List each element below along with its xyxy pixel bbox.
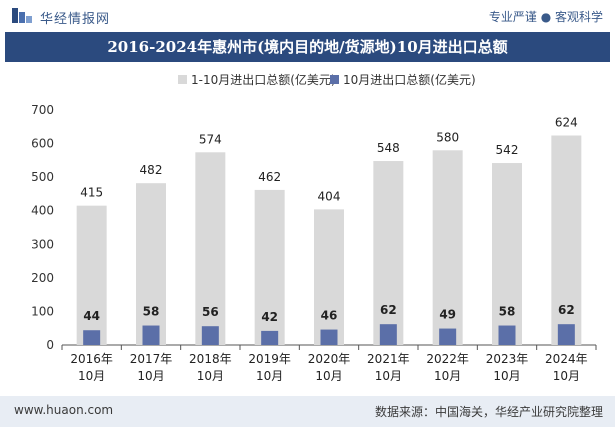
bar-total [76,205,107,345]
bar-total [136,183,166,345]
bar-october [439,328,457,345]
bar-october [557,324,575,345]
x-tick-label: 2020年 [308,352,351,366]
y-tick-label: 400 [31,204,54,218]
bar-total [373,161,404,345]
bar-total [254,189,285,345]
x-tick-label: 10月 [493,369,520,383]
data-label-october: 49 [439,308,456,322]
bar-total [492,163,522,345]
data-label-october: 58 [143,305,160,319]
data-label-total: 415 [80,186,103,200]
bar-october [261,330,279,345]
footer-source: 数据来源：中国海关，华经产业研究院整理 [374,405,603,419]
data-label-total: 624 [555,116,578,130]
x-tick-label: 2021年 [367,352,410,366]
data-label-october: 42 [261,310,278,324]
y-tick-label: 300 [31,237,54,251]
y-tick-label: 600 [31,137,54,151]
x-tick-label: 10月 [434,369,461,383]
bar-october [83,330,101,345]
legend-label: 1-10月进出口总额(亿美元) [191,72,336,87]
x-tick-label: 2023年 [486,352,529,366]
x-tick-label: 10月 [553,369,580,383]
x-tick-label: 10月 [78,369,105,383]
data-label-total: 548 [377,141,400,155]
data-label-october: 58 [499,305,516,319]
x-tick-label: 10月 [375,369,402,383]
bar-october [142,325,160,345]
x-tick-label: 2022年 [426,352,469,366]
bar-total [195,152,226,345]
data-label-october: 56 [202,305,219,319]
y-tick-label: 200 [31,271,54,285]
logo-icon [12,8,32,23]
x-tick-label: 10月 [197,369,224,383]
x-tick-label: 2024年 [545,352,588,366]
legend-swatch [178,75,187,84]
bar-october [201,326,219,345]
brand-name: 华经情报网 [40,12,111,27]
data-label-total: 574 [199,132,222,146]
y-tick-label: 0 [46,338,54,352]
x-tick-label: 10月 [256,369,283,383]
bar-october [379,324,397,345]
bar-chart: 1-10月进出口总额(亿美元) 10月进出口总额(亿美元) 0 100 200 300 40… [31,72,597,383]
data-label-total: 580 [436,130,459,144]
chart-title: 2016-2024年惠州市(境内目的地/货源地)10月进出口总额 [5,32,610,62]
data-label-total: 462 [258,170,281,184]
footer: www.huaon.com 数据来源：中国海关，华经产业研究院整理 [0,396,615,427]
legend-label: 10月进出口总额(亿美元) [343,72,476,87]
x-tick-label: 10月 [315,369,342,383]
top-bar: 华经情报网 专业严谨 ● 客观科学 [0,0,615,32]
data-label-total: 542 [496,143,519,157]
data-label-october: 62 [558,303,575,317]
bar-total [314,209,344,345]
x-tick-label: 2018年 [189,352,232,366]
x-tick-label: 10月 [137,369,164,383]
y-tick-label: 100 [31,304,54,318]
y-tick-label: 700 [31,103,54,117]
footer-url[interactable]: www.huaon.com [14,403,114,417]
legend-swatch [330,75,339,84]
bar-total [551,135,582,345]
tagline: 专业严谨 ● 客观科学 [488,10,603,24]
x-tick-label: 2016年 [70,352,113,366]
bar-total [432,150,463,345]
x-tick-label: 2017年 [130,352,173,366]
bar-october [498,325,516,345]
x-tick-label: 2019年 [248,352,291,366]
data-label-total: 404 [318,189,341,203]
data-label-october: 62 [380,303,397,317]
data-label-october: 44 [83,309,100,323]
data-label-total: 482 [140,163,163,177]
bar-october [320,329,338,345]
data-label-october: 46 [321,309,338,323]
y-tick-label: 500 [31,170,54,184]
